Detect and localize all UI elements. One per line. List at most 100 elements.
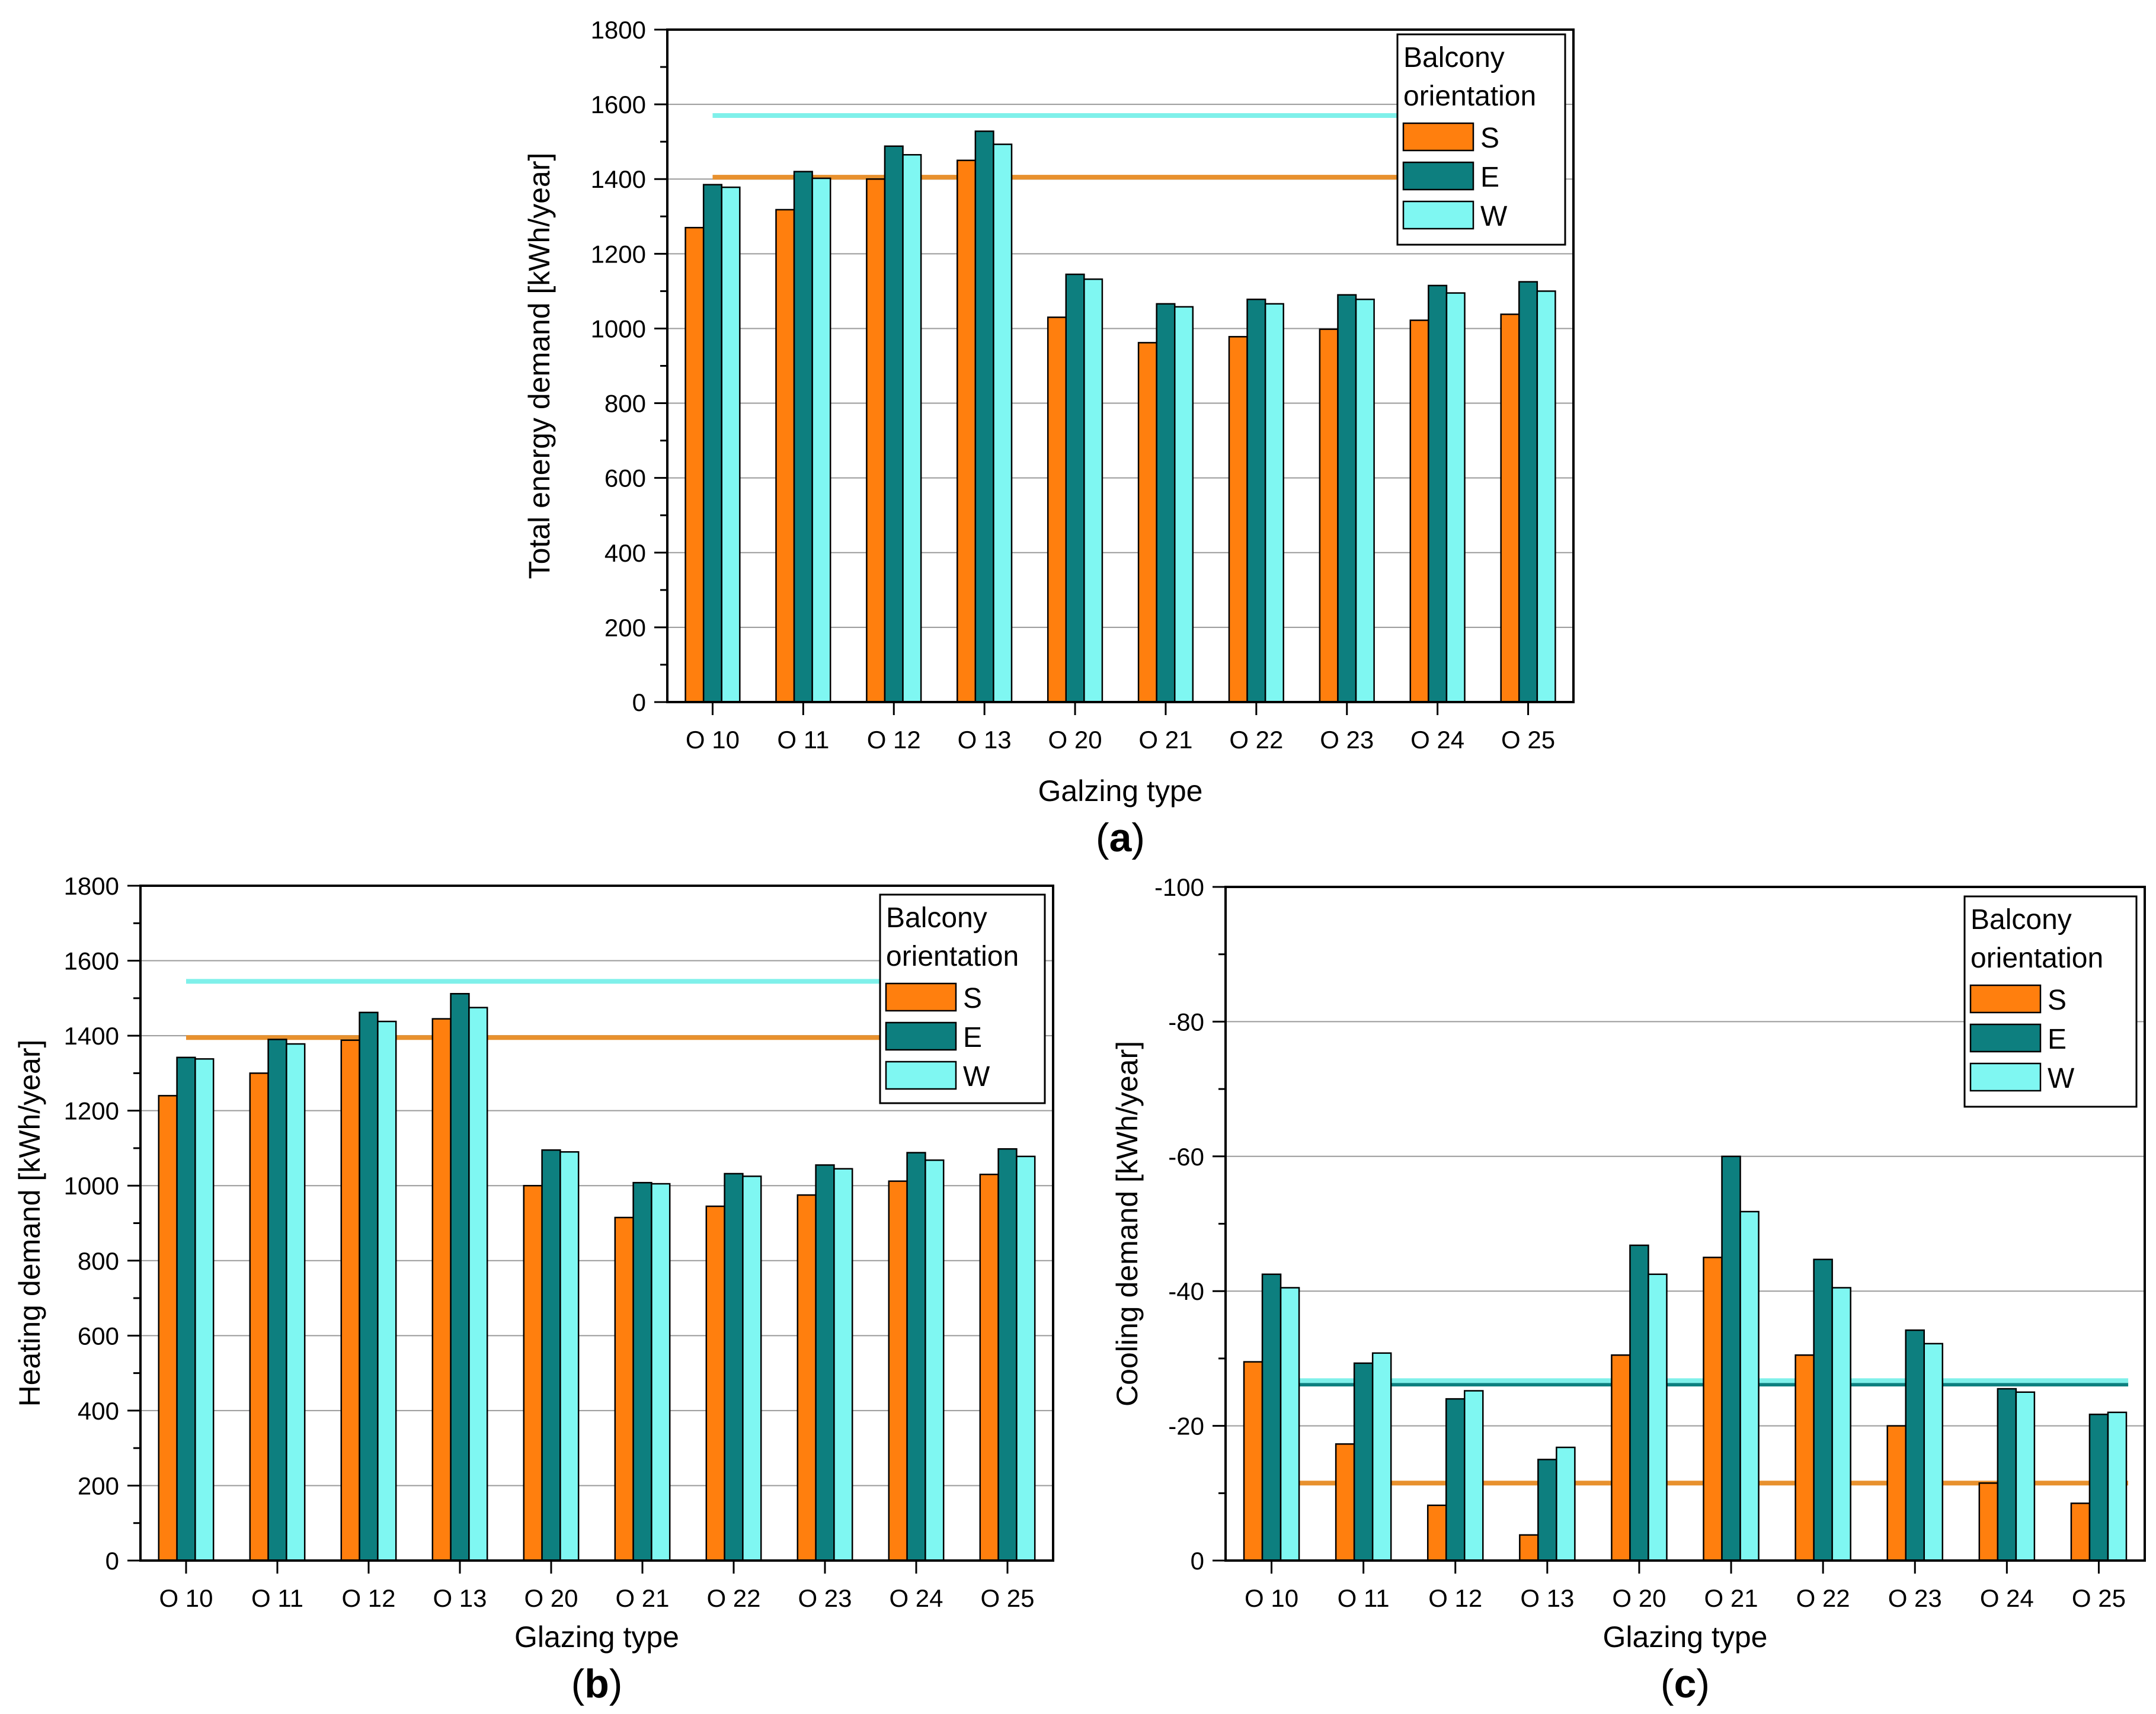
y-tick-label: 1800 — [591, 16, 646, 44]
bar-w-o24 — [1445, 292, 1466, 703]
legend-swatch-e — [1402, 161, 1474, 191]
x-tick-label: O 13 — [433, 1584, 487, 1612]
panel-label: (c) — [1661, 1661, 1710, 1706]
x-tick-label: O 22 — [706, 1584, 760, 1612]
bar-e-o23 — [815, 1164, 835, 1562]
bar-w-o20 — [1083, 278, 1103, 703]
y-tick-label: 800 — [78, 1247, 119, 1275]
x-tick-label: O 24 — [1980, 1584, 2034, 1612]
y-tick-label: 1600 — [591, 91, 646, 118]
legend-swatch-s — [885, 982, 957, 1012]
panel-c: 0 -20 -40 -60 -80 -100 O 10 O 11 O 12 O 13 O 20 O 2… — [1111, 873, 2146, 1706]
x-tick-label: O 21 — [615, 1584, 669, 1612]
bar-w-o20 — [1648, 1273, 1668, 1562]
panel-b: 0 200 400 600 800 1000 1200 1400 1600 1800 O 10 O 1… — [13, 872, 1054, 1706]
bar-e-o22 — [1246, 299, 1266, 703]
bar-w-o25 — [1016, 1155, 1036, 1562]
x-tick-label: O 23 — [1320, 726, 1374, 754]
bar-w-o13 — [1556, 1446, 1576, 1562]
bar-s-o20 — [523, 1184, 543, 1562]
y-tick-label: 400 — [78, 1397, 119, 1425]
y-tick-label: -20 — [1168, 1412, 1204, 1440]
x-tick-label: O 24 — [1410, 726, 1464, 754]
bar-e-o22 — [724, 1172, 744, 1562]
bar-e-o11 — [267, 1039, 287, 1562]
bar-e-o10 — [176, 1056, 196, 1562]
bar-e-o21 — [1156, 303, 1176, 703]
x-tick-label: O 20 — [524, 1584, 578, 1612]
y-tick-label: 0 — [632, 688, 646, 716]
bar-e-o24 — [906, 1152, 926, 1562]
legend-swatch-w — [1969, 1062, 2042, 1092]
bar-e-o13 — [974, 130, 994, 703]
y-tick-label: 200 — [78, 1472, 119, 1500]
bar-e-o25 — [997, 1148, 1018, 1562]
bar-s-o21 — [1703, 1257, 1723, 1562]
bar-e-o23 — [1337, 294, 1357, 703]
x-tick-label: O 25 — [1501, 726, 1555, 754]
bar-s-o11 — [249, 1072, 269, 1562]
y-tick-label: 800 — [604, 390, 646, 418]
bar-e-o23 — [1905, 1329, 1925, 1562]
bar-e-o25 — [1518, 281, 1538, 703]
bar-s-o25 — [2070, 1502, 2091, 1562]
bar-e-o10 — [702, 184, 722, 703]
legend-title: Balcony — [1971, 904, 2072, 936]
bar-w-o24 — [925, 1159, 945, 1562]
y-tick-label: 200 — [604, 614, 646, 642]
bar-s-o20 — [1047, 316, 1067, 703]
y-tick-label: 1200 — [64, 1097, 119, 1125]
bar-s-o24 — [1978, 1482, 1999, 1562]
y-tick-label: 1400 — [64, 1022, 119, 1050]
y-axis-title: Total energy demand [kWh/year] — [523, 153, 556, 579]
bar-s-o22 — [705, 1205, 725, 1562]
bar-e-o20 — [1065, 273, 1085, 703]
bar-s-o10 — [1243, 1361, 1263, 1562]
bar-w-o21 — [1739, 1210, 1760, 1562]
bar-s-o22 — [1794, 1354, 1815, 1562]
bar-e-o12 — [359, 1011, 379, 1562]
legend-label-w: W — [2048, 1063, 2075, 1094]
legend-label-e: E — [2048, 1024, 2067, 1055]
bar-w-o23 — [833, 1168, 853, 1562]
x-tick-label: O 21 — [1138, 726, 1192, 754]
panel-label: (b) — [571, 1661, 623, 1706]
bar-s-o11 — [1335, 1443, 1355, 1562]
bar-w-o21 — [651, 1183, 671, 1562]
panel-a: 0 200 400 600 800 1000 1200 1400 1600 1800 O 10 O 1… — [523, 16, 1575, 860]
y-tick-label: 1600 — [64, 947, 119, 975]
bar-e-o22 — [1813, 1258, 1833, 1562]
bar-w-o22 — [1831, 1287, 1851, 1562]
bar-w-o10 — [194, 1058, 215, 1562]
bar-e-o13 — [450, 992, 470, 1562]
x-axis-title: Galzing type — [1038, 774, 1203, 808]
x-tick-label: O 20 — [1612, 1584, 1666, 1612]
bar-s-o12 — [1426, 1504, 1447, 1562]
bar-s-o23 — [1886, 1425, 1907, 1562]
x-tick-label: O 10 — [159, 1584, 213, 1612]
y-tick-label: 600 — [604, 464, 646, 492]
bar-w-o13 — [993, 143, 1013, 703]
bar-s-o24 — [1409, 319, 1429, 703]
bar-s-o12 — [340, 1039, 360, 1562]
y-tick-label: 400 — [604, 539, 646, 567]
panel-label: (a) — [1096, 815, 1145, 860]
bar-s-o24 — [888, 1180, 908, 1562]
y-tick-label: 0 — [105, 1547, 119, 1575]
y-tick-label: -100 — [1154, 873, 1204, 901]
y-tick-label: 600 — [78, 1322, 119, 1350]
legend-title: orientation — [1403, 81, 1536, 112]
bar-w-o10 — [721, 186, 741, 703]
x-axis-title: Glazing type — [1603, 1620, 1768, 1654]
bar-w-o23 — [1923, 1343, 1944, 1562]
x-tick-label: O 10 — [1245, 1584, 1298, 1612]
x-tick-label: O 12 — [341, 1584, 395, 1612]
legend-title: orientation — [1971, 943, 2103, 974]
bar-e-o24 — [1997, 1388, 2017, 1562]
bar-w-o20 — [559, 1151, 580, 1562]
legend-title: Balcony — [886, 902, 987, 934]
bar-s-o13 — [431, 1018, 452, 1562]
bar-w-o22 — [1264, 303, 1284, 703]
bar-s-o22 — [1228, 336, 1248, 703]
